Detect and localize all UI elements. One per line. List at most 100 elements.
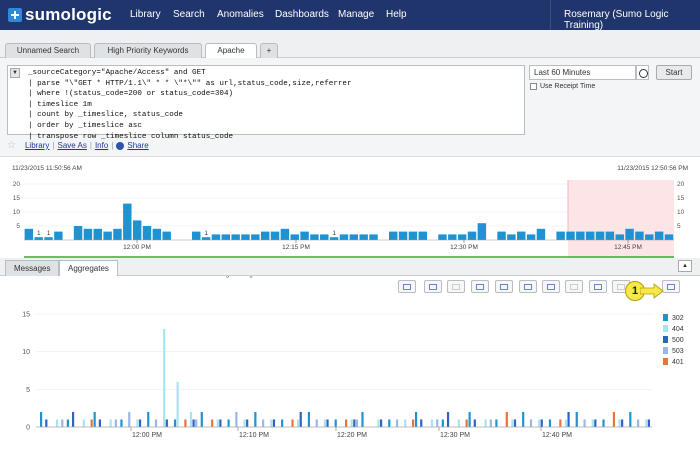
line-chart-icon[interactable]	[471, 280, 489, 293]
divider: |	[52, 141, 55, 150]
chart-bar-503	[114, 419, 117, 427]
star-icon[interactable]: ☆	[7, 140, 16, 151]
tab-unnamed-search[interactable]: Unnamed Search	[5, 43, 91, 58]
chart-bar-503	[61, 419, 64, 427]
chart-bar-302	[388, 419, 391, 427]
receipt-time-label: Use Receipt Time	[540, 83, 596, 90]
tab-messages[interactable]: Messages	[5, 260, 60, 276]
histogram-y-tick-label: 20	[13, 181, 21, 188]
chart-bar-500	[353, 419, 356, 427]
histogram-x-label: 12:45 PM	[614, 244, 642, 251]
column-chart-icon[interactable]	[447, 280, 465, 293]
nav-dashboards[interactable]: Dashboards	[275, 9, 329, 20]
histogram-bar	[507, 234, 516, 240]
aggregate-chart[interactable]: 0 5 10 15 12:00 PM 12:10 PM 12:20 PM 12:30 PM 12…	[0, 300, 700, 456]
collapse-button[interactable]: ▲	[678, 260, 692, 272]
single-value-icon[interactable]	[589, 280, 607, 293]
chart-bar-404	[323, 419, 327, 427]
histogram-bar	[44, 237, 53, 240]
map-chart-icon[interactable]	[542, 280, 560, 293]
chart-bar-401	[505, 411, 508, 427]
chart-bar-500	[98, 419, 101, 427]
histogram-bar	[448, 234, 457, 240]
chart-bar-302	[281, 419, 284, 427]
legend-swatch-302	[663, 314, 668, 321]
chart-bar-500	[540, 419, 543, 427]
add-to-dashboard-icon[interactable]	[662, 280, 680, 293]
histogram-bar	[625, 228, 634, 240]
chart-bar-401	[291, 419, 294, 427]
receipt-time-checkbox[interactable]	[530, 83, 537, 90]
chart-bar-503	[262, 419, 265, 427]
add-tab-button[interactable]: +	[260, 43, 278, 58]
nav-manage[interactable]: Manage	[338, 9, 375, 20]
pie-chart-icon[interactable]	[519, 280, 537, 293]
histogram-bar	[467, 231, 477, 240]
histogram-bar	[211, 234, 221, 240]
tab-apache[interactable]: Apache	[205, 43, 257, 59]
clock-icon[interactable]	[636, 65, 649, 80]
query-line: | order by _timeslice asc	[28, 121, 142, 130]
query-dropdown-icon[interactable]: ▼	[10, 68, 20, 78]
search-tabs: Unnamed Search High Priority Keywords Ap…	[0, 30, 700, 59]
combo-chart-icon[interactable]	[565, 280, 583, 293]
histogram-bar	[192, 231, 201, 240]
legend-label-302: 302	[672, 315, 684, 322]
chart-bar-404	[109, 419, 112, 427]
histogram-bar	[103, 231, 112, 240]
chart-y-tick-label: 0	[26, 425, 30, 432]
nav-library[interactable]: Library	[130, 9, 161, 20]
share-icon[interactable]	[116, 141, 125, 150]
nav-anomalies[interactable]: Anomalies	[217, 9, 264, 20]
histogram-bar	[605, 231, 615, 240]
query-editor[interactable]: ▼ _sourceCategory="Apache/Access" and GE…	[7, 65, 525, 141]
histogram-y-tick-label: 5	[677, 223, 681, 230]
sumologic-logo[interactable]: sumologic	[8, 5, 112, 25]
start-button[interactable]: Start	[656, 65, 692, 80]
bar-chart-icon[interactable]	[424, 280, 442, 293]
nav-search[interactable]: Search	[173, 9, 205, 20]
chart-bar-404	[645, 419, 648, 427]
histogram-bar	[290, 234, 299, 240]
chart-bar-500	[272, 419, 276, 427]
tab-aggregates[interactable]: Aggregates	[59, 260, 118, 276]
histogram-bar	[664, 234, 674, 240]
library-link[interactable]: Library	[24, 141, 50, 150]
time-range-input[interactable]: Last 60 Minutes	[529, 65, 636, 80]
histogram-bar	[162, 231, 171, 240]
save-as-link[interactable]: Save As	[57, 141, 87, 150]
legend-swatch-404	[663, 325, 668, 332]
nav-help[interactable]: Help	[386, 9, 407, 20]
histogram-bar	[457, 234, 467, 240]
tab-high-priority-keywords[interactable]: High Priority Keywords	[94, 43, 202, 58]
area-chart-icon[interactable]	[495, 280, 513, 293]
chart-bar-404	[457, 419, 460, 427]
chart-bar-404	[377, 419, 380, 427]
histogram-bar	[408, 231, 418, 240]
chart-bar-404	[189, 411, 193, 427]
histogram-bar	[635, 231, 644, 240]
receipt-time-option[interactable]: Use Receipt Time	[530, 83, 595, 90]
chart-bar-401	[612, 411, 616, 427]
info-link[interactable]: Info	[94, 141, 109, 150]
chart-bar-503	[637, 419, 640, 427]
chart-bar-401	[90, 419, 93, 427]
histogram-bar-label: 1	[47, 231, 51, 237]
chart-bar-500	[594, 419, 597, 427]
chart-bar-401	[465, 419, 468, 427]
chart-bar-404	[136, 419, 139, 427]
chart-bar-404	[350, 419, 353, 427]
histogram-bar	[251, 234, 260, 240]
chart-bar-401	[211, 419, 214, 427]
query-text[interactable]: _sourceCategory="Apache/Access" and GET |…	[28, 68, 352, 142]
table-view-icon[interactable]	[398, 280, 416, 293]
chart-bar-404	[511, 419, 514, 427]
chart-bar-302	[254, 411, 257, 427]
chart-bar-500	[45, 419, 48, 427]
user-menu[interactable]: Rosemary (Sumo Logic Training)	[550, 0, 700, 31]
query-area: ▼ _sourceCategory="Apache/Access" and GE…	[0, 58, 700, 156]
share-link[interactable]: Share	[127, 141, 149, 150]
chart-bar-404	[243, 419, 246, 427]
chart-bar-500	[567, 411, 570, 427]
